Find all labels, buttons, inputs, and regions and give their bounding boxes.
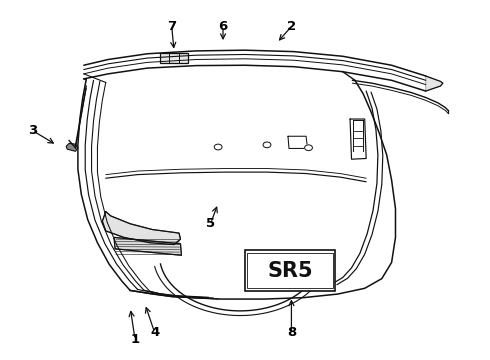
Text: 1: 1	[130, 333, 140, 346]
Text: 6: 6	[219, 20, 228, 33]
Text: 2: 2	[287, 20, 296, 33]
Circle shape	[305, 145, 313, 150]
Text: 7: 7	[167, 20, 176, 33]
Text: SR5: SR5	[268, 261, 313, 280]
Polygon shape	[66, 143, 78, 151]
Polygon shape	[102, 212, 180, 244]
Text: 3: 3	[28, 124, 37, 137]
Text: 8: 8	[287, 326, 296, 339]
Circle shape	[214, 144, 222, 150]
Text: 4: 4	[150, 326, 159, 339]
FancyBboxPatch shape	[160, 53, 188, 63]
Polygon shape	[426, 76, 443, 91]
Polygon shape	[114, 237, 181, 255]
Circle shape	[263, 142, 271, 148]
FancyBboxPatch shape	[245, 250, 335, 291]
FancyBboxPatch shape	[247, 253, 333, 288]
Text: 5: 5	[206, 216, 216, 230]
